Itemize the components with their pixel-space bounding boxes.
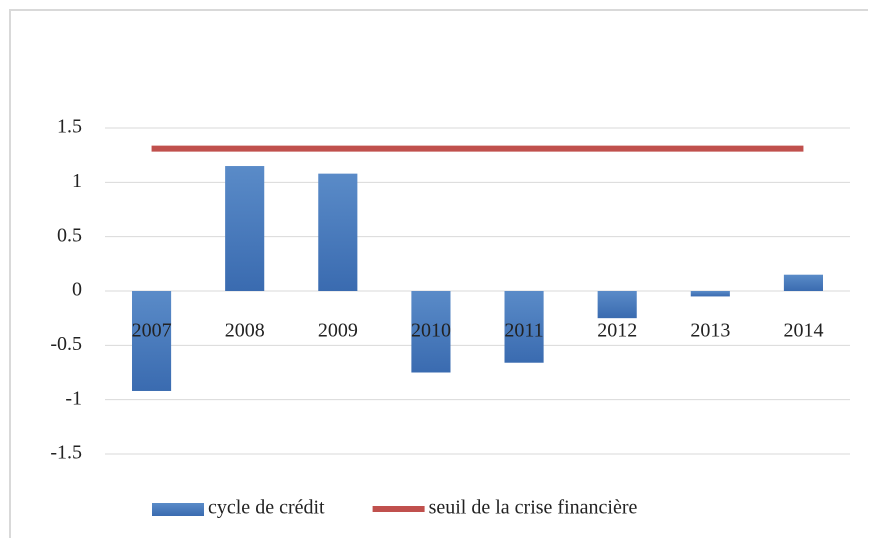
y-tick-label: 0 bbox=[72, 279, 82, 301]
y-tick-label: -0.5 bbox=[50, 333, 82, 355]
x-tick-label: 2007 bbox=[132, 320, 172, 342]
bar bbox=[411, 291, 451, 373]
legend-swatch bbox=[152, 503, 204, 516]
bar bbox=[783, 274, 823, 291]
x-tick-label: 2014 bbox=[783, 320, 823, 342]
y-tick-label: 1 bbox=[72, 170, 82, 192]
y-tick-label: 1.5 bbox=[57, 116, 82, 138]
x-tick-label: 2010 bbox=[411, 320, 451, 342]
legend-label: seuil de la crise financière bbox=[429, 497, 638, 519]
chart-frame bbox=[9, 9, 868, 538]
x-tick-label: 2012 bbox=[597, 320, 637, 342]
y-tick-label: 0.5 bbox=[57, 224, 82, 246]
bar bbox=[318, 173, 358, 291]
x-tick-label: 2011 bbox=[504, 320, 543, 342]
bar bbox=[690, 291, 730, 297]
y-tick-label: -1 bbox=[65, 387, 82, 409]
bar bbox=[504, 291, 544, 363]
x-tick-label: 2013 bbox=[690, 320, 730, 342]
x-tick-label: 2008 bbox=[225, 320, 265, 342]
x-tick-label: 2009 bbox=[318, 320, 358, 342]
legend-label: cycle de crédit bbox=[208, 497, 325, 519]
y-tick-label: -1.5 bbox=[50, 442, 82, 464]
bar bbox=[132, 291, 172, 391]
bar bbox=[225, 166, 265, 291]
bar bbox=[597, 291, 637, 319]
